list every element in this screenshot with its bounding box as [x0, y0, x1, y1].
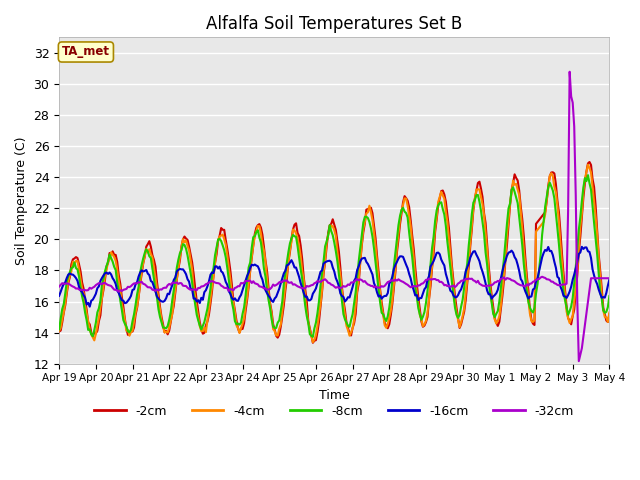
Title: Alfalfa Soil Temperatures Set B: Alfalfa Soil Temperatures Set B — [206, 15, 462, 33]
Y-axis label: Soil Temperature (C): Soil Temperature (C) — [15, 136, 28, 265]
Legend: -2cm, -4cm, -8cm, -16cm, -32cm: -2cm, -4cm, -8cm, -16cm, -32cm — [90, 400, 579, 423]
X-axis label: Time: Time — [319, 389, 349, 402]
Text: TA_met: TA_met — [62, 46, 110, 59]
